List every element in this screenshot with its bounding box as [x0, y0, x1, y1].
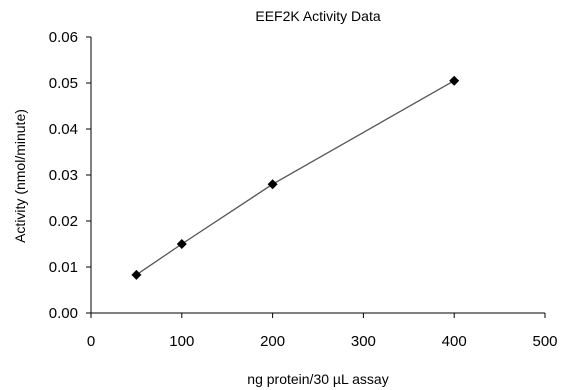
x-tick-label: 400 — [442, 333, 467, 350]
x-tick-label: 100 — [169, 333, 194, 350]
y-tick-label: 0.04 — [49, 121, 78, 138]
x-axis-label: ng protein/30 µL assay — [247, 371, 388, 387]
x-tick-label: 0 — [87, 333, 95, 350]
data-point — [449, 75, 460, 86]
y-tick-label: 0.05 — [49, 75, 78, 92]
data-point — [131, 269, 142, 280]
y-tick-label: 0.02 — [49, 213, 78, 230]
data-point — [176, 239, 187, 249]
x-tick-label: 300 — [351, 333, 376, 350]
x-tick-label: 200 — [260, 333, 285, 350]
x-tick-label: 500 — [532, 333, 557, 350]
y-tick-label: 0.03 — [49, 167, 78, 184]
series-line — [136, 80, 455, 276]
data-point — [267, 179, 278, 190]
chart-title: EEF2K Activity Data — [255, 8, 380, 24]
y-tick-label: 0.00 — [49, 305, 78, 322]
y-axis-label: Activity (nmol/minute) — [12, 109, 28, 243]
plot-area: 0.00 0.01 0.02 0.03 0.04 0.05 0.06 0 100 200 300 40… — [49, 29, 558, 350]
y-tick-label: 0.06 — [49, 29, 78, 46]
y-tick-label: 0.01 — [49, 259, 78, 276]
